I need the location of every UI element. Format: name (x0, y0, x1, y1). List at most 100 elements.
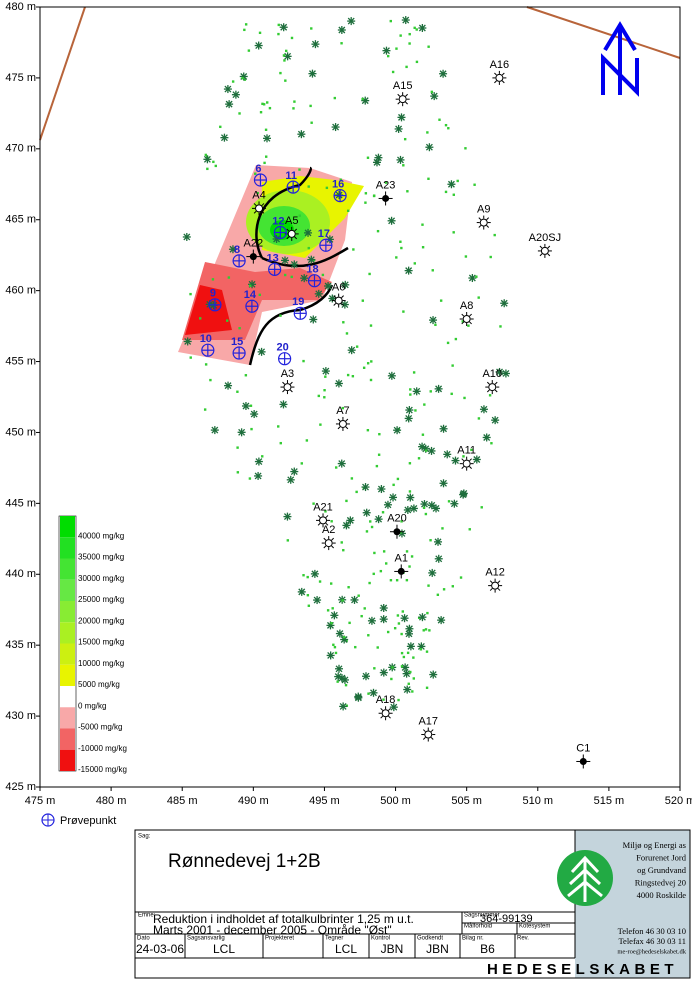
subject: Marts 2001 - december 2005 - Område "Øst… (153, 923, 392, 937)
well-ray (323, 537, 327, 541)
sample-star (228, 245, 237, 254)
sample-dot (261, 455, 264, 458)
well-symbol (319, 516, 328, 525)
probe-label: 13 (267, 252, 279, 264)
sample-dot (499, 325, 502, 328)
well (576, 754, 591, 769)
well-label: A6 (332, 281, 345, 293)
sample-dot (348, 621, 351, 625)
legend-label: 20000 mg/kg (78, 616, 124, 625)
sample-dot (189, 292, 192, 296)
sample-dot (405, 65, 408, 69)
well (252, 201, 267, 216)
star-ray (429, 316, 437, 324)
well-label: A5 (285, 215, 298, 227)
well (394, 564, 409, 579)
star-ray (232, 91, 240, 99)
sample-dot (399, 34, 402, 37)
star-ray (229, 245, 237, 253)
sample-dot (395, 47, 398, 50)
sample-dot (247, 49, 251, 52)
sample-star (402, 669, 411, 678)
contour-line (261, 246, 349, 268)
sample-dot (285, 49, 288, 53)
star-ray (361, 97, 369, 105)
well-ray (501, 80, 505, 84)
legend-label: 15000 mg/kg (78, 638, 124, 647)
well-ray (469, 466, 472, 469)
sample-dot (426, 131, 429, 134)
well-ray (261, 210, 265, 214)
well-ray (501, 72, 505, 76)
sample-dot (341, 599, 344, 602)
sample-star (309, 315, 318, 324)
sample-dot (402, 164, 405, 167)
star-ray (395, 125, 403, 133)
well-ray (337, 426, 341, 430)
star-ray (183, 233, 191, 241)
star-ray (346, 516, 354, 524)
sample-dot (227, 276, 231, 279)
sample-dot (489, 255, 492, 259)
star-ray (322, 367, 330, 375)
sample-star (372, 158, 381, 167)
field-label: Godkendt (417, 936, 443, 942)
sample-dot (450, 392, 453, 396)
legend-swatch (60, 537, 75, 559)
sample-dot (306, 594, 310, 597)
well-ray (345, 426, 349, 430)
sample-dot (405, 578, 409, 582)
logo-tree (567, 855, 603, 902)
sample-dot (360, 614, 363, 618)
sample-dot (467, 324, 470, 327)
sample-dot (462, 455, 465, 458)
sample-dot (493, 233, 496, 237)
sample-dot (363, 607, 366, 610)
sample-dot (490, 442, 493, 445)
plot-frame (39, 6, 681, 788)
sample-dot (266, 101, 269, 104)
sample-dot (463, 396, 466, 400)
well-symbol (479, 218, 488, 227)
sample-dot (405, 550, 409, 553)
probe-point (208, 298, 222, 312)
sample-star (337, 459, 346, 468)
sample-dot (439, 299, 443, 302)
sample-dot (395, 256, 398, 259)
well-ray (323, 545, 327, 549)
well-label: A8 (460, 300, 473, 312)
sample-star (330, 611, 339, 620)
star-ray (324, 282, 332, 290)
sample-dot (402, 655, 406, 659)
star-ray (410, 504, 418, 512)
sample-dot (399, 531, 402, 534)
sample-dot (396, 614, 400, 617)
sample-star (439, 69, 448, 78)
sample-star (224, 381, 233, 390)
well-ray (547, 253, 551, 257)
contour-dark-red (185, 285, 232, 335)
sample-star (263, 134, 272, 143)
probe-legend-label: Prøvepunkt (60, 815, 116, 827)
sample-dot (456, 179, 459, 183)
sample-star (369, 688, 378, 697)
well-ray (253, 210, 257, 214)
sample-dot (372, 194, 376, 198)
sample-star (210, 426, 219, 435)
well-label: A21 (313, 501, 333, 513)
sample-dot (340, 42, 343, 45)
sample-dot (409, 388, 412, 391)
legend-swatch (60, 664, 75, 686)
sample-dot (407, 682, 410, 685)
sample-dot (336, 680, 339, 683)
well-ray (539, 245, 543, 249)
probe-label: 11 (285, 170, 297, 182)
legend-label: 0 mg/kg (78, 701, 106, 710)
sample-star (479, 405, 488, 414)
star-ray (383, 47, 390, 55)
sample-dot (277, 23, 280, 27)
sample-dot (392, 483, 395, 487)
sample-star (429, 316, 438, 325)
star-ray (338, 26, 346, 34)
sample-dot (429, 539, 432, 542)
